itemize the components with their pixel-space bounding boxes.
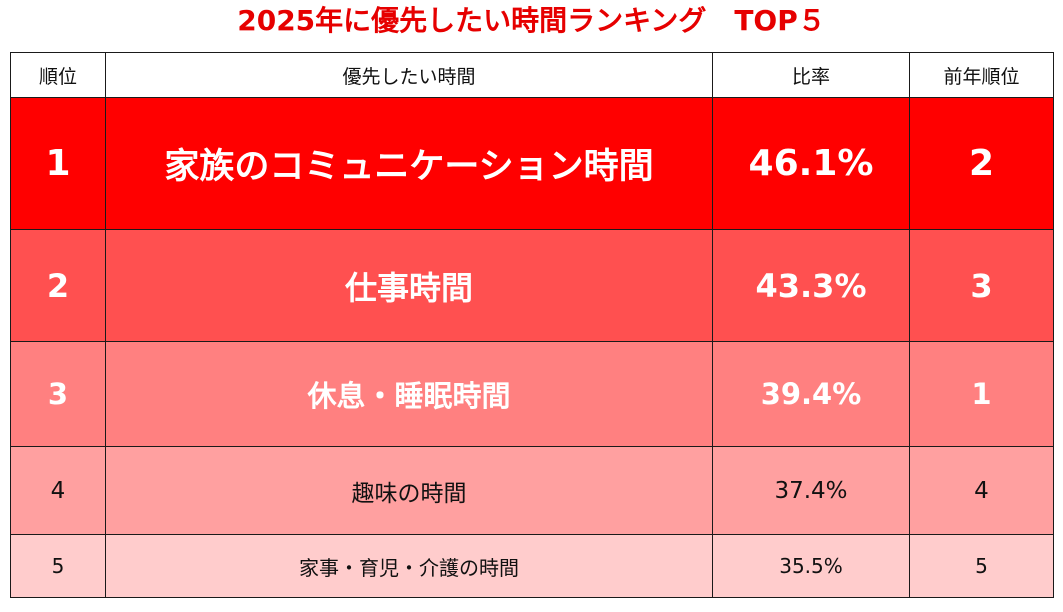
table-row: 3 休息・睡眠時間 39.4% 1 (10, 341, 1054, 447)
prev-rank-cell: 4 (909, 446, 1054, 535)
prev-rank-cell: 3 (909, 229, 1054, 342)
item-cell: 家事・育児・介護の時間 (105, 534, 713, 598)
header-rank: 順位 (10, 52, 106, 98)
table-row: 5 家事・育児・介護の時間 35.5% 5 (10, 534, 1054, 598)
rank-cell: 4 (10, 446, 106, 535)
prev-rank-cell: 5 (909, 534, 1054, 598)
rank-cell: 2 (10, 229, 106, 342)
table-row: 4 趣味の時間 37.4% 4 (10, 446, 1054, 535)
table-row: 1 家族のコミュニケーション時間 46.1% 2 (10, 97, 1054, 230)
item-cell: 家族のコミュニケーション時間 (105, 97, 713, 230)
ratio-cell: 37.4% (712, 446, 910, 535)
rank-cell: 3 (10, 341, 106, 447)
rank-cell: 1 (10, 97, 106, 230)
header-row: 順位 優先したい時間 比率 前年順位 (10, 52, 1054, 98)
ratio-cell: 39.4% (712, 341, 910, 447)
item-cell: 趣味の時間 (105, 446, 713, 535)
item-cell: 仕事時間 (105, 229, 713, 342)
ratio-cell: 46.1% (712, 97, 910, 230)
header-item: 優先したい時間 (105, 52, 713, 98)
chart-title: 2025年に優先したい時間ランキング TOP５ (237, 4, 826, 37)
table-row: 2 仕事時間 43.3% 3 (10, 229, 1054, 342)
ranking-table: 順位 優先したい時間 比率 前年順位 1 家族のコミュニケーション時間 46.1… (10, 52, 1054, 598)
ratio-cell: 35.5% (712, 534, 910, 598)
header-prev-rank: 前年順位 (909, 52, 1054, 98)
ratio-cell: 43.3% (712, 229, 910, 342)
rank-cell: 5 (10, 534, 106, 598)
item-cell: 休息・睡眠時間 (105, 341, 713, 447)
prev-rank-cell: 1 (909, 341, 1054, 447)
prev-rank-cell: 2 (909, 97, 1054, 230)
header-ratio: 比率 (712, 52, 910, 98)
